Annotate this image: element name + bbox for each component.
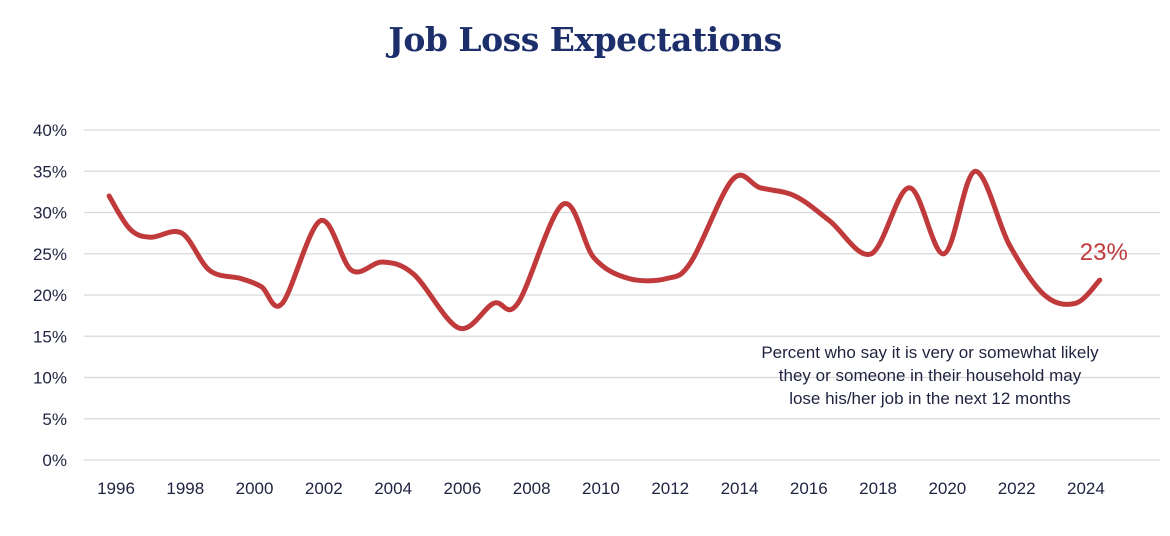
x-tick-label: 2020 [928, 479, 966, 498]
x-tick-label: 1998 [166, 479, 204, 498]
y-tick-label: 30% [33, 204, 67, 223]
x-axis-ticks: 1996 1998 2000 2002 2004 2006 2008 2010 2012 2014… [97, 479, 1105, 498]
chart-title: Job Loss Expectations [388, 20, 782, 59]
series-line [106, 168, 1103, 331]
gridlines [84, 129, 1160, 461]
series-group [106, 168, 1103, 331]
y-axis-ticks: 0% 5% 10% 15% 20% 25% 30% 35% 40% [33, 121, 67, 470]
y-tick-label: 25% [33, 245, 67, 264]
x-tick-label: 2022 [998, 479, 1036, 498]
x-tick-label: 2000 [236, 479, 274, 498]
x-tick-label: 2010 [582, 479, 620, 498]
y-tick-label: 40% [33, 121, 67, 140]
x-tick-label: 2018 [859, 479, 897, 498]
x-tick-label: 2012 [651, 479, 689, 498]
y-tick-label: 0% [42, 451, 67, 470]
last-value-label: 23% [1080, 239, 1128, 266]
x-tick-label: 2016 [790, 479, 828, 498]
y-tick-label: 10% [33, 369, 67, 388]
annotation: Percent who say it is very or somewhat l… [761, 343, 1099, 408]
y-tick-label: 5% [42, 410, 67, 429]
annotation-line: they or someone in their household may [779, 366, 1082, 385]
x-tick-label: 2002 [305, 479, 343, 498]
annotation-line: Percent who say it is very or somewhat l… [761, 343, 1099, 362]
y-tick-label: 35% [33, 162, 67, 181]
x-tick-label: 2008 [513, 479, 551, 498]
x-tick-label: 1996 [97, 479, 135, 498]
annotation-line: lose his/her job in the next 12 months [789, 389, 1071, 408]
y-tick-label: 15% [33, 327, 67, 346]
x-tick-label: 2024 [1067, 479, 1105, 498]
x-tick-label: 2014 [721, 479, 759, 498]
x-tick-label: 2006 [443, 479, 481, 498]
y-tick-label: 20% [33, 286, 67, 305]
x-tick-label: 2004 [374, 479, 412, 498]
